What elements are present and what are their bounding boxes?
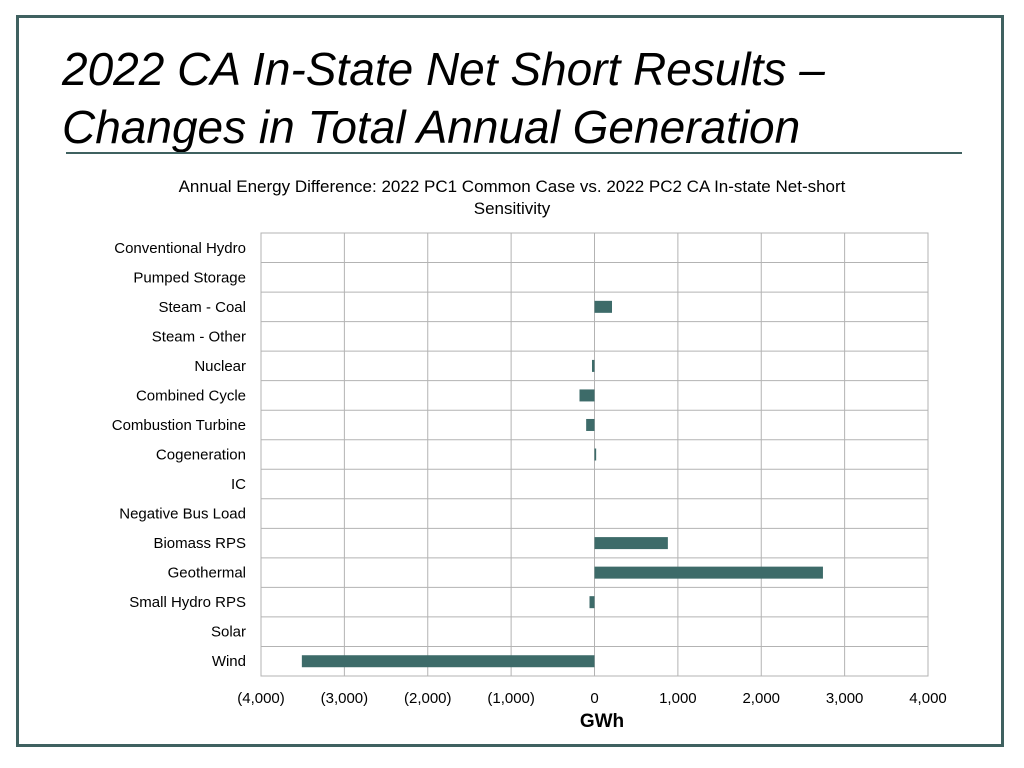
x-tick-label: 3,000: [826, 690, 864, 707]
chart-bars: [301, 300, 823, 668]
bar: [301, 655, 595, 668]
category-label: Cogeneration: [156, 447, 246, 464]
x-tick-label: (2,000): [404, 690, 452, 707]
x-tick-label: (3,000): [321, 690, 369, 707]
category-label: IC: [231, 476, 246, 493]
slide-frame: [16, 15, 1004, 747]
x-tick-label: 2,000: [742, 690, 780, 707]
chart-title: Annual Energy Difference: 2022 PC1 Commo…: [178, 177, 846, 218]
x-tick-label: 1,000: [659, 690, 697, 707]
x-tick-label: 0: [590, 690, 598, 707]
category-label: Solar: [211, 624, 246, 641]
bar: [586, 418, 595, 431]
category-label: Negative Bus Load: [119, 506, 246, 523]
bar: [594, 566, 823, 579]
category-label: Biomass RPS: [153, 535, 246, 552]
bar: [594, 448, 597, 461]
category-label: Combustion Turbine: [112, 417, 246, 434]
category-labels: Conventional Hydro Pumped Storage Steam - …: [112, 240, 246, 670]
slide-title-line1: 2022 CA In-State Net Short Results –: [62, 43, 825, 95]
chart-grid: [260, 232, 929, 677]
category-label: Wind: [212, 653, 246, 670]
category-label: Small Hydro RPS: [129, 594, 246, 611]
bar: [594, 300, 613, 313]
x-axis-label: GWh: [580, 711, 624, 732]
category-label: Geothermal: [168, 565, 246, 582]
category-label: Steam - Other: [152, 328, 246, 345]
bar: [589, 596, 595, 609]
x-tick-labels: (4,000) (3,000) (2,000) (1,000) 0 1,000 2,000 3…: [237, 690, 947, 707]
slide-title-line2: Changes in Total Annual Generation: [62, 101, 801, 153]
bar: [591, 359, 595, 372]
title-underline: [66, 152, 962, 154]
category-label: Steam - Coal: [158, 299, 246, 316]
slide-title: 2022 CA In-State Net Short Results – Cha…: [62, 40, 962, 156]
x-tick-label: (4,000): [237, 690, 285, 707]
category-label: Pumped Storage: [133, 269, 246, 286]
bar: [594, 537, 668, 550]
bar: [579, 389, 595, 402]
category-label: Nuclear: [194, 358, 246, 375]
x-tick-label: (1,000): [487, 690, 535, 707]
category-label: Conventional Hydro: [114, 240, 246, 257]
x-tick-label: 4,000: [909, 690, 947, 707]
category-label: Combined Cycle: [136, 387, 246, 404]
